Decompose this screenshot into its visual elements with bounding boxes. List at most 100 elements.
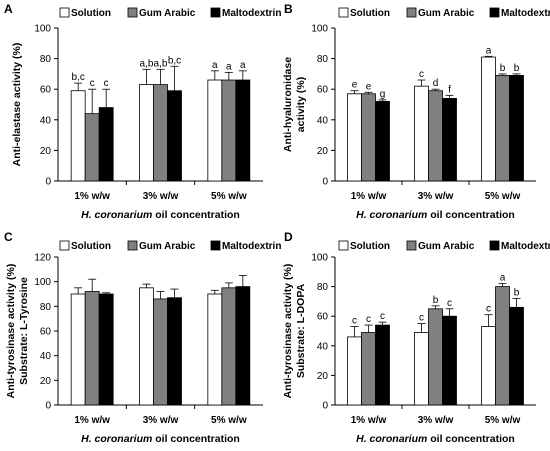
significance-label: b bbox=[514, 287, 520, 298]
panel-letter: C bbox=[4, 230, 13, 244]
legend-label-solution: Solution bbox=[71, 241, 111, 252]
chart-panel-c: C Solution Gum Arabic Maltodextrin 0 20 40 60 80… bbox=[4, 230, 281, 445]
legend-label-solution: Solution bbox=[71, 8, 111, 19]
bar-solution bbox=[70, 293, 86, 406]
bar-maltodextrin bbox=[167, 90, 182, 182]
bar-solution bbox=[207, 293, 223, 406]
x-axis-title-rest: oil concentration bbox=[427, 433, 515, 445]
y-tick-label: 60 bbox=[40, 85, 52, 96]
y-tick-label: 20 bbox=[317, 146, 329, 157]
bar-maltodextrin bbox=[442, 315, 457, 406]
x-tick-label: 3% w/w bbox=[143, 415, 179, 426]
y-axis-title: Anti-elastase activity (%) bbox=[11, 43, 23, 167]
chart-panel-a: A Solution Gum Arabic Maltodextrin 0 20 40 60 80… bbox=[4, 2, 281, 221]
x-tick-label: 3% w/w bbox=[143, 191, 179, 202]
panel-letter: D bbox=[284, 230, 293, 244]
panel-letter: A bbox=[4, 2, 13, 16]
legend-swatch-gum-arabic bbox=[127, 7, 138, 18]
x-tick-label: 1% w/w bbox=[351, 191, 387, 202]
panel-letter: B bbox=[284, 2, 293, 16]
bar-solution bbox=[207, 79, 223, 182]
legend-label-gum-arabic: Gum Arabic bbox=[418, 241, 475, 252]
significance-label: c bbox=[419, 69, 424, 80]
bar-solution bbox=[139, 84, 154, 182]
x-axis-title-rest: oil concentration bbox=[152, 433, 240, 445]
bar-maltodextrin bbox=[442, 97, 457, 182]
x-tick-label: 3% w/w bbox=[418, 191, 454, 202]
y-tick-label: 40 bbox=[40, 115, 52, 126]
bar-solution bbox=[481, 56, 496, 182]
x-tick-label: 1% w/w bbox=[351, 415, 387, 426]
y-tick-label: 0 bbox=[322, 177, 328, 188]
x-axis-title: H. coronarium oil concentration bbox=[81, 209, 240, 221]
x-axis-title: H. coronarium oil concentration bbox=[81, 433, 240, 445]
x-axis-title-italic: H. coronarium bbox=[81, 209, 152, 221]
significance-label: a bbox=[486, 45, 492, 56]
bar-maltodextrin bbox=[375, 101, 390, 182]
y-tick-label: 0 bbox=[45, 401, 51, 412]
bar-gum-arabic bbox=[361, 93, 376, 182]
legend-swatch-maltodextrin bbox=[210, 7, 221, 18]
y-tick-label: 0 bbox=[322, 401, 328, 412]
y-tick-label: 40 bbox=[317, 341, 329, 352]
bar-maltodextrin bbox=[98, 293, 114, 406]
legend-swatch-solution bbox=[338, 240, 349, 251]
x-tick-label: 5% w/w bbox=[211, 191, 247, 202]
significance-label: d bbox=[433, 78, 439, 89]
legend-swatch-gum-arabic bbox=[406, 7, 417, 18]
legend-label-maltodextrin: Maltodextrin bbox=[501, 8, 550, 19]
y-tick-label: 80 bbox=[40, 54, 52, 65]
legend-label-maltodextrin: Maltodextrin bbox=[222, 241, 281, 252]
bar-solution bbox=[414, 332, 429, 406]
significance-label: e bbox=[352, 80, 358, 91]
y-tick-label: 60 bbox=[317, 312, 329, 323]
x-axis-title-italic: H. coronarium bbox=[356, 209, 427, 221]
legend-swatch-solution bbox=[59, 240, 70, 251]
significance-label: a bbox=[212, 60, 218, 71]
bar-gum-arabic bbox=[221, 79, 237, 182]
bar-solution bbox=[347, 336, 362, 406]
bar-solution bbox=[70, 90, 86, 182]
chart-panel-d: D Solution Gum Arabic Maltodextrin 0 20 40 60 80… bbox=[282, 230, 550, 445]
y-tick-label: 20 bbox=[317, 371, 329, 382]
y-tick-label: 20 bbox=[40, 146, 52, 157]
x-tick-label: 1% w/w bbox=[74, 415, 110, 426]
y-axis-title: Anti-tyrosinase activity (%) bbox=[5, 264, 17, 399]
legend-swatch-maltodextrin bbox=[489, 7, 500, 18]
legend-swatch-solution bbox=[338, 7, 349, 18]
significance-label: b bbox=[433, 295, 439, 306]
bar-gum-arabic bbox=[153, 298, 168, 406]
significance-label: b bbox=[514, 63, 520, 74]
bar-gum-arabic bbox=[84, 113, 100, 182]
significance-label: g bbox=[380, 89, 386, 100]
y-tick-label: 100 bbox=[34, 24, 51, 35]
x-tick-label: 5% w/w bbox=[485, 191, 521, 202]
bar-maltodextrin bbox=[509, 75, 524, 182]
y-tick-label: 0 bbox=[45, 177, 51, 188]
significance-label: c bbox=[380, 311, 385, 322]
x-tick-label: 5% w/w bbox=[211, 415, 247, 426]
bar-gum-arabic bbox=[153, 84, 168, 182]
significance-label: c bbox=[447, 298, 452, 309]
significance-label: a bbox=[226, 61, 232, 72]
x-tick-label: 3% w/w bbox=[418, 415, 454, 426]
x-tick-label: 5% w/w bbox=[485, 415, 521, 426]
legend-label-maltodextrin: Maltodextrin bbox=[222, 8, 281, 19]
bar-solution bbox=[481, 326, 496, 406]
legend-swatch-maltodextrin bbox=[489, 240, 500, 251]
x-axis-title-italic: H. coronarium bbox=[356, 433, 427, 445]
bar-solution bbox=[347, 93, 362, 182]
x-axis-title-rest: oil concentration bbox=[427, 209, 515, 221]
y-tick-label: 100 bbox=[311, 253, 328, 264]
bar-gum-arabic bbox=[84, 291, 100, 406]
significance-label: a,b bbox=[140, 58, 154, 69]
y-tick-label: 100 bbox=[311, 24, 328, 35]
significance-label: a,b bbox=[154, 58, 168, 69]
bar-maltodextrin bbox=[167, 297, 182, 406]
legend-swatch-gum-arabic bbox=[406, 240, 417, 251]
significance-label: c bbox=[104, 78, 109, 89]
significance-label: c bbox=[90, 78, 95, 89]
bar-maltodextrin bbox=[98, 107, 114, 182]
bar-maltodextrin bbox=[375, 324, 390, 406]
y-tick-label: 20 bbox=[40, 376, 52, 387]
